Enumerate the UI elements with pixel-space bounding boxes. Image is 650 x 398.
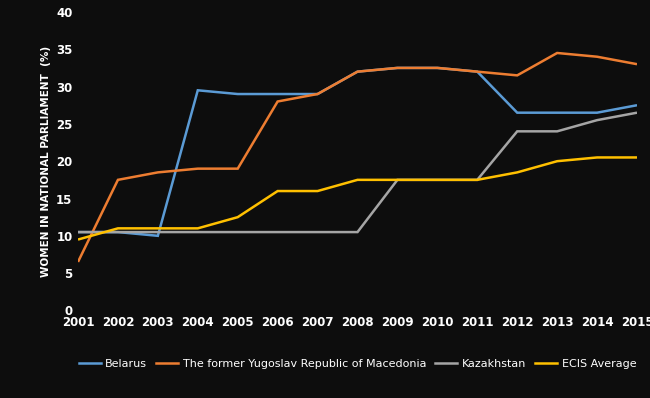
Kazakhstan <box>553 129 561 134</box>
ECIS Average <box>553 159 561 164</box>
Kazakhstan <box>393 178 401 182</box>
Kazakhstan <box>314 230 322 234</box>
Belarus <box>593 110 601 115</box>
Belarus <box>314 92 322 96</box>
ECIS Average <box>194 226 202 231</box>
The former Yugoslav Republic of Macedonia <box>633 62 641 66</box>
The former Yugoslav Republic of Macedonia <box>434 66 441 70</box>
ECIS Average <box>74 237 82 242</box>
Line: Belarus: Belarus <box>78 68 637 236</box>
The former Yugoslav Republic of Macedonia <box>354 69 361 74</box>
ECIS Average <box>434 178 441 182</box>
Kazakhstan <box>514 129 521 134</box>
Belarus <box>74 230 82 234</box>
ECIS Average <box>473 178 481 182</box>
Belarus <box>553 110 561 115</box>
Kazakhstan <box>593 118 601 123</box>
Kazakhstan <box>114 230 122 234</box>
ECIS Average <box>314 189 322 193</box>
The former Yugoslav Republic of Macedonia <box>514 73 521 78</box>
The former Yugoslav Republic of Macedonia <box>274 99 281 104</box>
Y-axis label: WOMEN IN NATIONAL PARLIAMENT  (%): WOMEN IN NATIONAL PARLIAMENT (%) <box>40 46 51 277</box>
ECIS Average <box>114 226 122 231</box>
Belarus <box>434 66 441 70</box>
The former Yugoslav Republic of Macedonia <box>593 54 601 59</box>
Line: The former Yugoslav Republic of Macedonia: The former Yugoslav Republic of Macedoni… <box>78 53 637 262</box>
The former Yugoslav Republic of Macedonia <box>473 69 481 74</box>
ECIS Average <box>354 178 361 182</box>
Kazakhstan <box>434 178 441 182</box>
Kazakhstan <box>473 178 481 182</box>
Belarus <box>194 88 202 93</box>
Kazakhstan <box>274 230 281 234</box>
Belarus <box>633 103 641 107</box>
Belarus <box>114 230 122 234</box>
Belarus <box>473 69 481 74</box>
Kazakhstan <box>354 230 361 234</box>
ECIS Average <box>633 155 641 160</box>
Belarus <box>154 233 162 238</box>
Belarus <box>354 69 361 74</box>
The former Yugoslav Republic of Macedonia <box>393 66 401 70</box>
Kazakhstan <box>154 230 162 234</box>
ECIS Average <box>154 226 162 231</box>
The former Yugoslav Republic of Macedonia <box>114 178 122 182</box>
Kazakhstan <box>194 230 202 234</box>
Kazakhstan <box>74 230 82 234</box>
Belarus <box>514 110 521 115</box>
Kazakhstan <box>633 110 641 115</box>
The former Yugoslav Republic of Macedonia <box>553 51 561 55</box>
The former Yugoslav Republic of Macedonia <box>74 259 82 264</box>
ECIS Average <box>274 189 281 193</box>
Belarus <box>274 92 281 96</box>
Line: ECIS Average: ECIS Average <box>78 158 637 240</box>
The former Yugoslav Republic of Macedonia <box>314 92 322 96</box>
ECIS Average <box>593 155 601 160</box>
ECIS Average <box>514 170 521 175</box>
Kazakhstan <box>234 230 242 234</box>
Belarus <box>234 92 242 96</box>
ECIS Average <box>234 215 242 220</box>
Legend: Belarus, The former Yugoslav Republic of Macedonia, Kazakhstan, ECIS Average: Belarus, The former Yugoslav Republic of… <box>74 355 641 374</box>
Line: Kazakhstan: Kazakhstan <box>78 113 637 232</box>
The former Yugoslav Republic of Macedonia <box>154 170 162 175</box>
The former Yugoslav Republic of Macedonia <box>234 166 242 171</box>
ECIS Average <box>393 178 401 182</box>
The former Yugoslav Republic of Macedonia <box>194 166 202 171</box>
Belarus <box>393 66 401 70</box>
